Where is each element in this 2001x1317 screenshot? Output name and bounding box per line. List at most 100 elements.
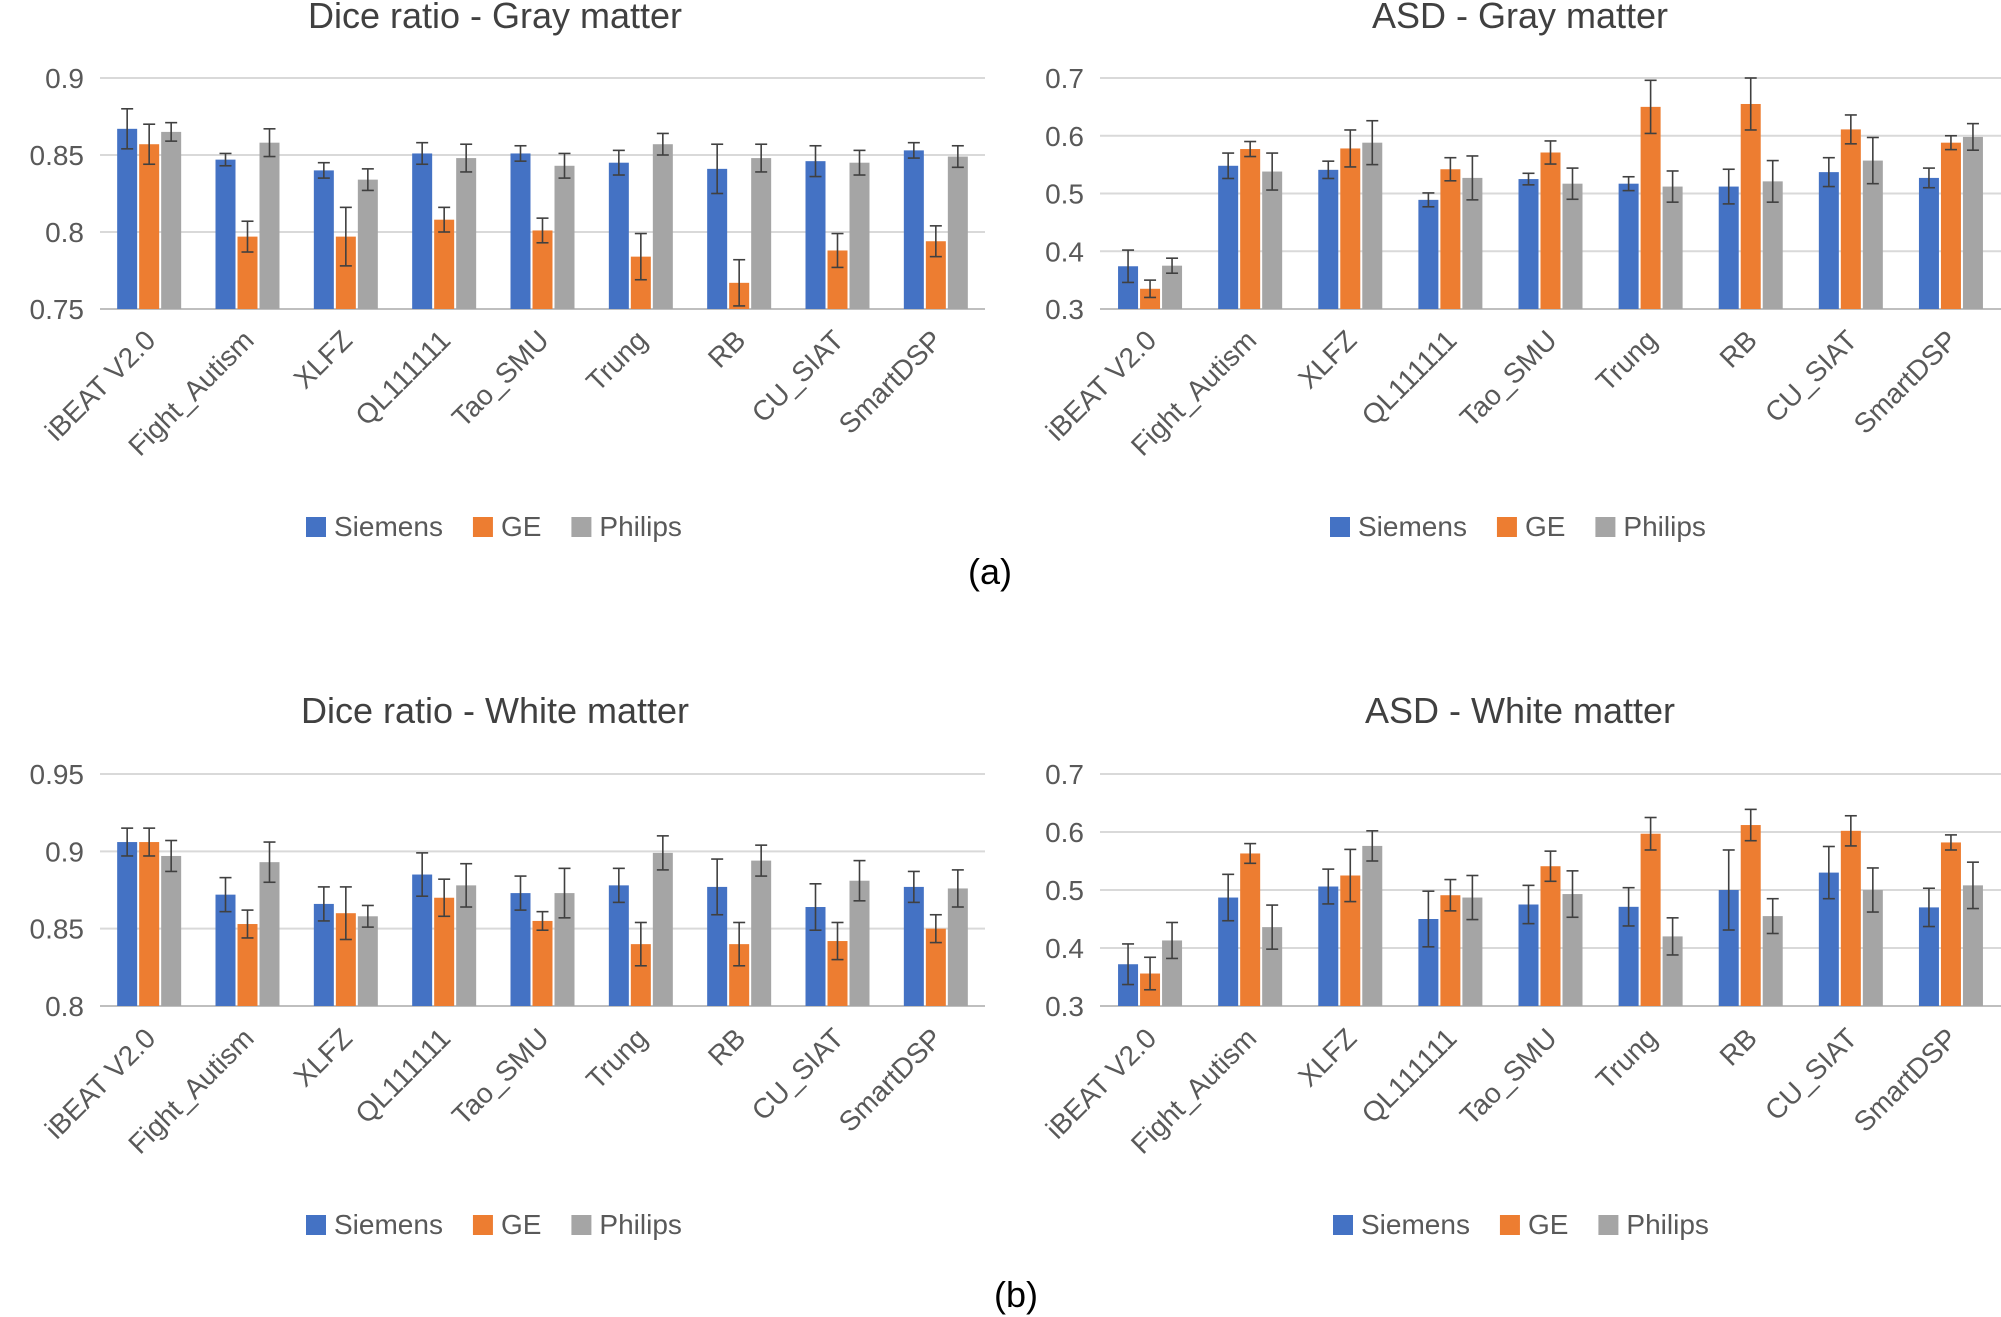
bar-philips <box>1162 265 1183 309</box>
legend-label: GE <box>1525 511 1565 542</box>
legend-label: GE <box>1528 1209 1568 1240</box>
bar-philips <box>259 142 280 309</box>
x-tick-label: Tao_SMU <box>446 1022 555 1131</box>
legend-swatch-ge <box>472 517 493 537</box>
bar-philips <box>1862 160 1883 309</box>
bar-ge <box>1440 169 1461 309</box>
x-tick-label: SmartDSP <box>833 324 948 439</box>
legend-swatch-philips <box>1598 1215 1619 1235</box>
bar-philips <box>161 131 182 309</box>
legend-label: Philips <box>599 1209 681 1240</box>
bar-philips <box>947 156 968 309</box>
y-tick-label: 0.85 <box>30 914 85 945</box>
bar-siemens <box>903 886 924 1006</box>
legend-swatch-ge <box>1499 1215 1520 1235</box>
bar-ge <box>1240 149 1261 309</box>
bar-philips <box>357 179 378 309</box>
y-tick-label: 0.9 <box>45 63 84 94</box>
bar-siemens <box>1218 165 1239 309</box>
x-tick-label: CU_SIAT <box>746 1022 850 1126</box>
bar-siemens <box>1618 183 1639 309</box>
bar-philips <box>456 158 477 309</box>
y-tick-label: 0.8 <box>45 991 84 1022</box>
bar-siemens <box>1718 186 1739 309</box>
bar-siemens <box>313 903 334 1006</box>
bar-philips <box>456 885 477 1006</box>
bar-ge <box>237 236 258 309</box>
y-tick-label: 0.9 <box>45 836 84 867</box>
bar-philips <box>1462 177 1483 309</box>
bar-siemens <box>1818 172 1839 309</box>
legend-label: Siemens <box>334 511 443 542</box>
legend-label: GE <box>501 1209 541 1240</box>
bar-philips <box>1162 940 1183 1006</box>
bar-philips <box>1462 897 1483 1006</box>
bar-ge <box>335 913 356 1006</box>
bar-philips <box>161 855 182 1006</box>
legend-label: GE <box>501 511 541 542</box>
bar-siemens <box>707 168 728 309</box>
legend-label: Philips <box>1626 1209 1708 1240</box>
bar-siemens <box>1218 897 1239 1006</box>
bar-ge <box>1840 129 1861 309</box>
chart-title: Dice ratio - White matter <box>301 690 689 731</box>
x-tick-label: SmartDSP <box>1848 324 1963 439</box>
x-tick-label: Tao_SMU <box>1454 324 1563 433</box>
bar-philips <box>554 893 575 1006</box>
legend-swatch-ge <box>472 1215 493 1235</box>
bar-philips <box>1262 927 1283 1006</box>
legend: Siemens GE Philips <box>306 511 682 542</box>
x-tick-label: XLFZ <box>1292 1022 1362 1092</box>
bar-philips <box>1962 885 1983 1006</box>
x-tick-label: QL111111 <box>349 1022 456 1129</box>
y-tick-label: 0.75 <box>30 294 85 325</box>
y-tick-label: 0.8 <box>45 217 84 248</box>
bar-ge <box>139 144 160 309</box>
bar-ge <box>139 842 160 1006</box>
bar-siemens <box>1618 906 1639 1006</box>
bar-siemens <box>215 894 236 1006</box>
x-tick-label: Trung <box>580 1022 653 1095</box>
bar-ge <box>1440 895 1461 1006</box>
bar-siemens <box>412 874 433 1006</box>
bar-ge <box>729 944 750 1006</box>
bar-siemens <box>1918 907 1939 1006</box>
x-tick-label: SmartDSP <box>833 1022 948 1137</box>
x-tick-label: CU_SIAT <box>1759 1022 1863 1126</box>
bar-siemens <box>510 153 531 309</box>
x-tick-label: Trung <box>1590 324 1663 397</box>
bar-ge <box>532 230 553 309</box>
x-tick-label: Tao_SMU <box>446 324 555 433</box>
bar-philips <box>1562 894 1583 1006</box>
bar-philips <box>259 862 280 1006</box>
x-tick-label: XLFZ <box>288 1022 358 1092</box>
bar-siemens <box>805 161 826 309</box>
bar-ge <box>630 256 651 309</box>
chart-title: Dice ratio - Gray matter <box>308 0 682 36</box>
y-tick-label: 0.6 <box>1045 121 1084 152</box>
bar-philips <box>1962 136 1983 309</box>
panel-label-a: (a) <box>968 551 1012 592</box>
x-tick-label: CU_SIAT <box>1759 324 1863 428</box>
bar-siemens <box>1718 890 1739 1006</box>
y-tick-label: 0.85 <box>30 140 85 171</box>
bar-philips <box>1362 845 1383 1006</box>
legend-swatch-siemens <box>1330 517 1350 537</box>
y-tick-label: 0.4 <box>1045 236 1084 267</box>
bar-philips <box>1662 186 1683 309</box>
y-tick-label: 0.6 <box>1045 817 1084 848</box>
bar-ge <box>1540 866 1561 1006</box>
legend: Siemens GE Philips <box>306 1209 682 1240</box>
bar-siemens <box>805 907 826 1006</box>
bar-ge <box>925 928 946 1006</box>
legend-swatch-ge <box>1496 517 1517 537</box>
bar-siemens <box>215 159 236 309</box>
legend-swatch-philips <box>571 517 592 537</box>
bar-philips <box>849 880 870 1006</box>
legend-swatch-siemens <box>1333 1215 1353 1235</box>
bar-philips <box>652 852 673 1006</box>
bar-philips <box>1762 916 1783 1006</box>
x-tick-label: XLFZ <box>1292 324 1362 394</box>
